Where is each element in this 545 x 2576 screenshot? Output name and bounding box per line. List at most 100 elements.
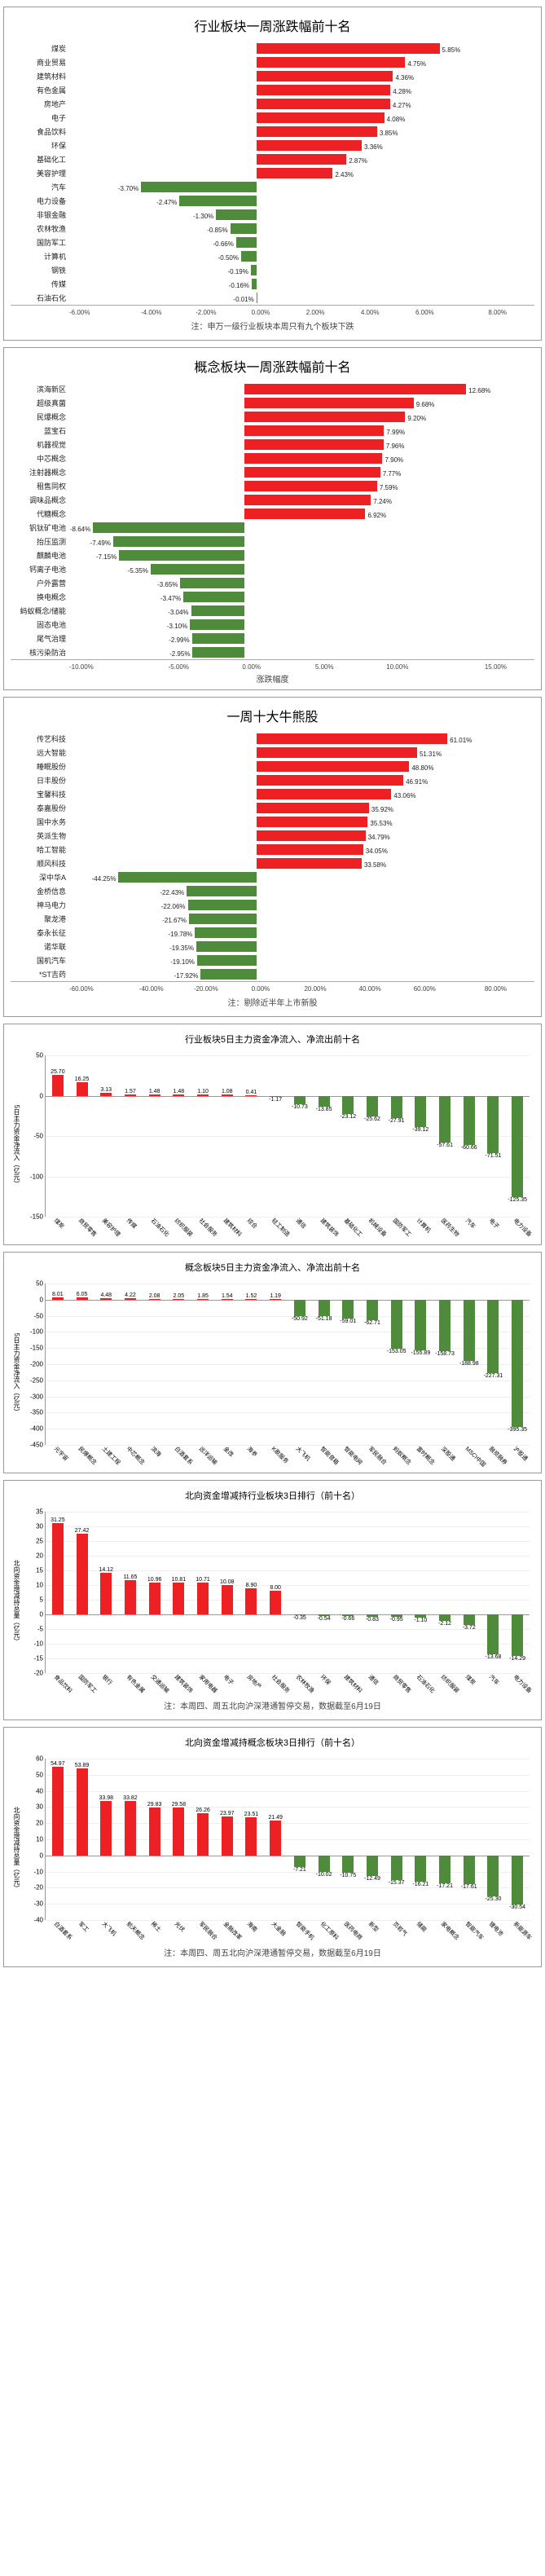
category-label: 环保 (318, 1673, 332, 1687)
category-label: 社会服务 (270, 1673, 292, 1695)
bar: -13.85 (319, 1096, 330, 1107)
category-label: 建筑材料 (11, 71, 69, 81)
bar: -188.98 (464, 1300, 475, 1361)
y-tick: -15 (33, 1655, 46, 1662)
value-label: -17.21 (437, 1883, 453, 1889)
value-label: 21.49 (268, 1815, 283, 1821)
category-label: 海南 (245, 1920, 259, 1934)
value-label: -60.66 (461, 1145, 477, 1151)
hbar-row: 金桥信息-22.43% (11, 884, 507, 898)
bar: -62.71 (367, 1300, 378, 1320)
hbar-row: 固态电池-3.10% (11, 618, 507, 632)
bar: -3.47% (183, 592, 244, 602)
category-label: K歌服务 (270, 1445, 290, 1465)
category-label: 大飞机 (294, 1445, 312, 1463)
y-tick: 20 (36, 1552, 46, 1560)
category-label: 钢铁 (11, 265, 69, 275)
hbar-chart: 滨海新区12.68%超级真菌9.68%民爆概念9.20%蓝宝石7.99%机器视觉… (11, 382, 534, 671)
category-label: 海参 (245, 1445, 259, 1459)
hbar-row: 国机汽车-19.10% (11, 953, 507, 967)
bar: -3.65% (180, 578, 244, 588)
category-label: 通信 (294, 1217, 308, 1231)
bar: 6.05 (77, 1297, 88, 1299)
value-label: 25.70 (51, 1069, 65, 1075)
value-label: -17.61 (461, 1884, 477, 1890)
hbar-row: 钙离子电池-5.35% (11, 562, 507, 576)
bar: -0.66% (236, 237, 257, 248)
bar: -0.54 (319, 1614, 330, 1616)
value-label: 0.41 (246, 1090, 257, 1095)
category-label: 军工 (76, 1920, 90, 1934)
bar: 4.36% (257, 71, 393, 81)
category-label: 基础化工 (342, 1217, 364, 1239)
category-label: 元宇宙 (52, 1445, 70, 1463)
plot-area: -450-400-350-300-250-200-150-100-500508.… (45, 1284, 530, 1445)
bar: 26.26 (197, 1813, 209, 1856)
category-label: 白酒套系 (173, 1445, 195, 1467)
y-tick: -300 (30, 1393, 46, 1400)
hbar-row: 泰嘉股份35.92% (11, 801, 507, 815)
category-label: 汽车 (464, 1217, 477, 1231)
bar: -0.85% (231, 223, 257, 234)
bar: 10.81 (173, 1583, 184, 1614)
y-tick: -100 (30, 1173, 46, 1180)
value-label: 31.25 (51, 1517, 65, 1523)
category-label: 美容护理 (100, 1217, 122, 1239)
value-label: -0.66 (341, 1616, 354, 1622)
bar: 7.59% (244, 481, 377, 491)
value-label: -0.54 (318, 1616, 331, 1622)
chart-title: 概念板块一周涨跌幅前十名 (11, 356, 534, 376)
bar: -1.30% (216, 209, 257, 220)
value-label: 10.96 (147, 1577, 162, 1583)
category-label: 航天概念 (125, 1920, 147, 1942)
y-tick: -150 (30, 1213, 46, 1221)
y-tick: 30 (36, 1523, 46, 1530)
y-tick: 50 (36, 1771, 46, 1778)
bar: -22.06% (188, 900, 257, 910)
bar: -125.35 (512, 1096, 523, 1197)
y-tick: 20 (36, 1820, 46, 1827)
value-label: 4.48 (100, 1292, 112, 1298)
category-label: 机械设备 (367, 1217, 389, 1239)
category-label: 纺织服装 (173, 1217, 195, 1239)
chart-title: 行业板块一周涨跌幅前十名 (11, 15, 534, 35)
bar: -2.47% (179, 196, 257, 206)
x-tick: 60.00% (398, 985, 452, 993)
bar: 27.42 (77, 1534, 88, 1614)
category-label: 抬压监测 (11, 536, 69, 547)
y-tick: 35 (36, 1508, 46, 1516)
x-tick: -2.00% (178, 309, 233, 316)
category-label: 代糖概念 (11, 509, 69, 519)
value-label: 1.10 (197, 1089, 209, 1094)
category-label: *ST吉药 (11, 969, 69, 980)
category-label: 医药电商 (342, 1920, 364, 1942)
bar: -19.10% (197, 955, 257, 966)
bar: 14.12 (100, 1573, 112, 1614)
bar: 8.00 (270, 1591, 281, 1614)
hbar-row: 核污染防治-2.95% (11, 645, 507, 659)
category-label: 国防军工 (391, 1217, 413, 1239)
y-tick: -450 (30, 1442, 46, 1449)
hbar-row: 钢铁-0.19% (11, 263, 507, 277)
x-tick: 20.00% (288, 985, 343, 993)
bar: -2.95% (192, 647, 244, 658)
bar: -14.29 (512, 1614, 523, 1656)
category-label: 计算机 (11, 251, 69, 262)
hbar-chart: 传艺科技61.01%远大智能51.31%睡眠股份48.80%日丰股份46.91%… (11, 732, 534, 993)
hbar-row: 聚龙港-21.67% (11, 912, 507, 926)
value-label: 23.51 (244, 1812, 259, 1817)
hbar-row: 电力设备-2.47% (11, 194, 507, 208)
bar: 9.20% (244, 412, 406, 422)
hbar-row: 超级真菌9.68% (11, 396, 507, 410)
hbar-row: 国防军工-0.66% (11, 236, 507, 249)
value-label: -13.85 (316, 1107, 332, 1112)
bar: 4.27% (257, 99, 390, 109)
category-label: 农林牧渔 (11, 223, 69, 234)
value-label: -153.05 (387, 1349, 407, 1354)
value-label: -155.89 (411, 1350, 430, 1356)
bar: -13.68 (487, 1614, 499, 1654)
category-label: 锂电池 (487, 1920, 505, 1938)
category-label: 超级真菌 (11, 398, 69, 408)
bar: 1.10 (197, 1094, 209, 1095)
category-label: 电子 (222, 1673, 235, 1687)
